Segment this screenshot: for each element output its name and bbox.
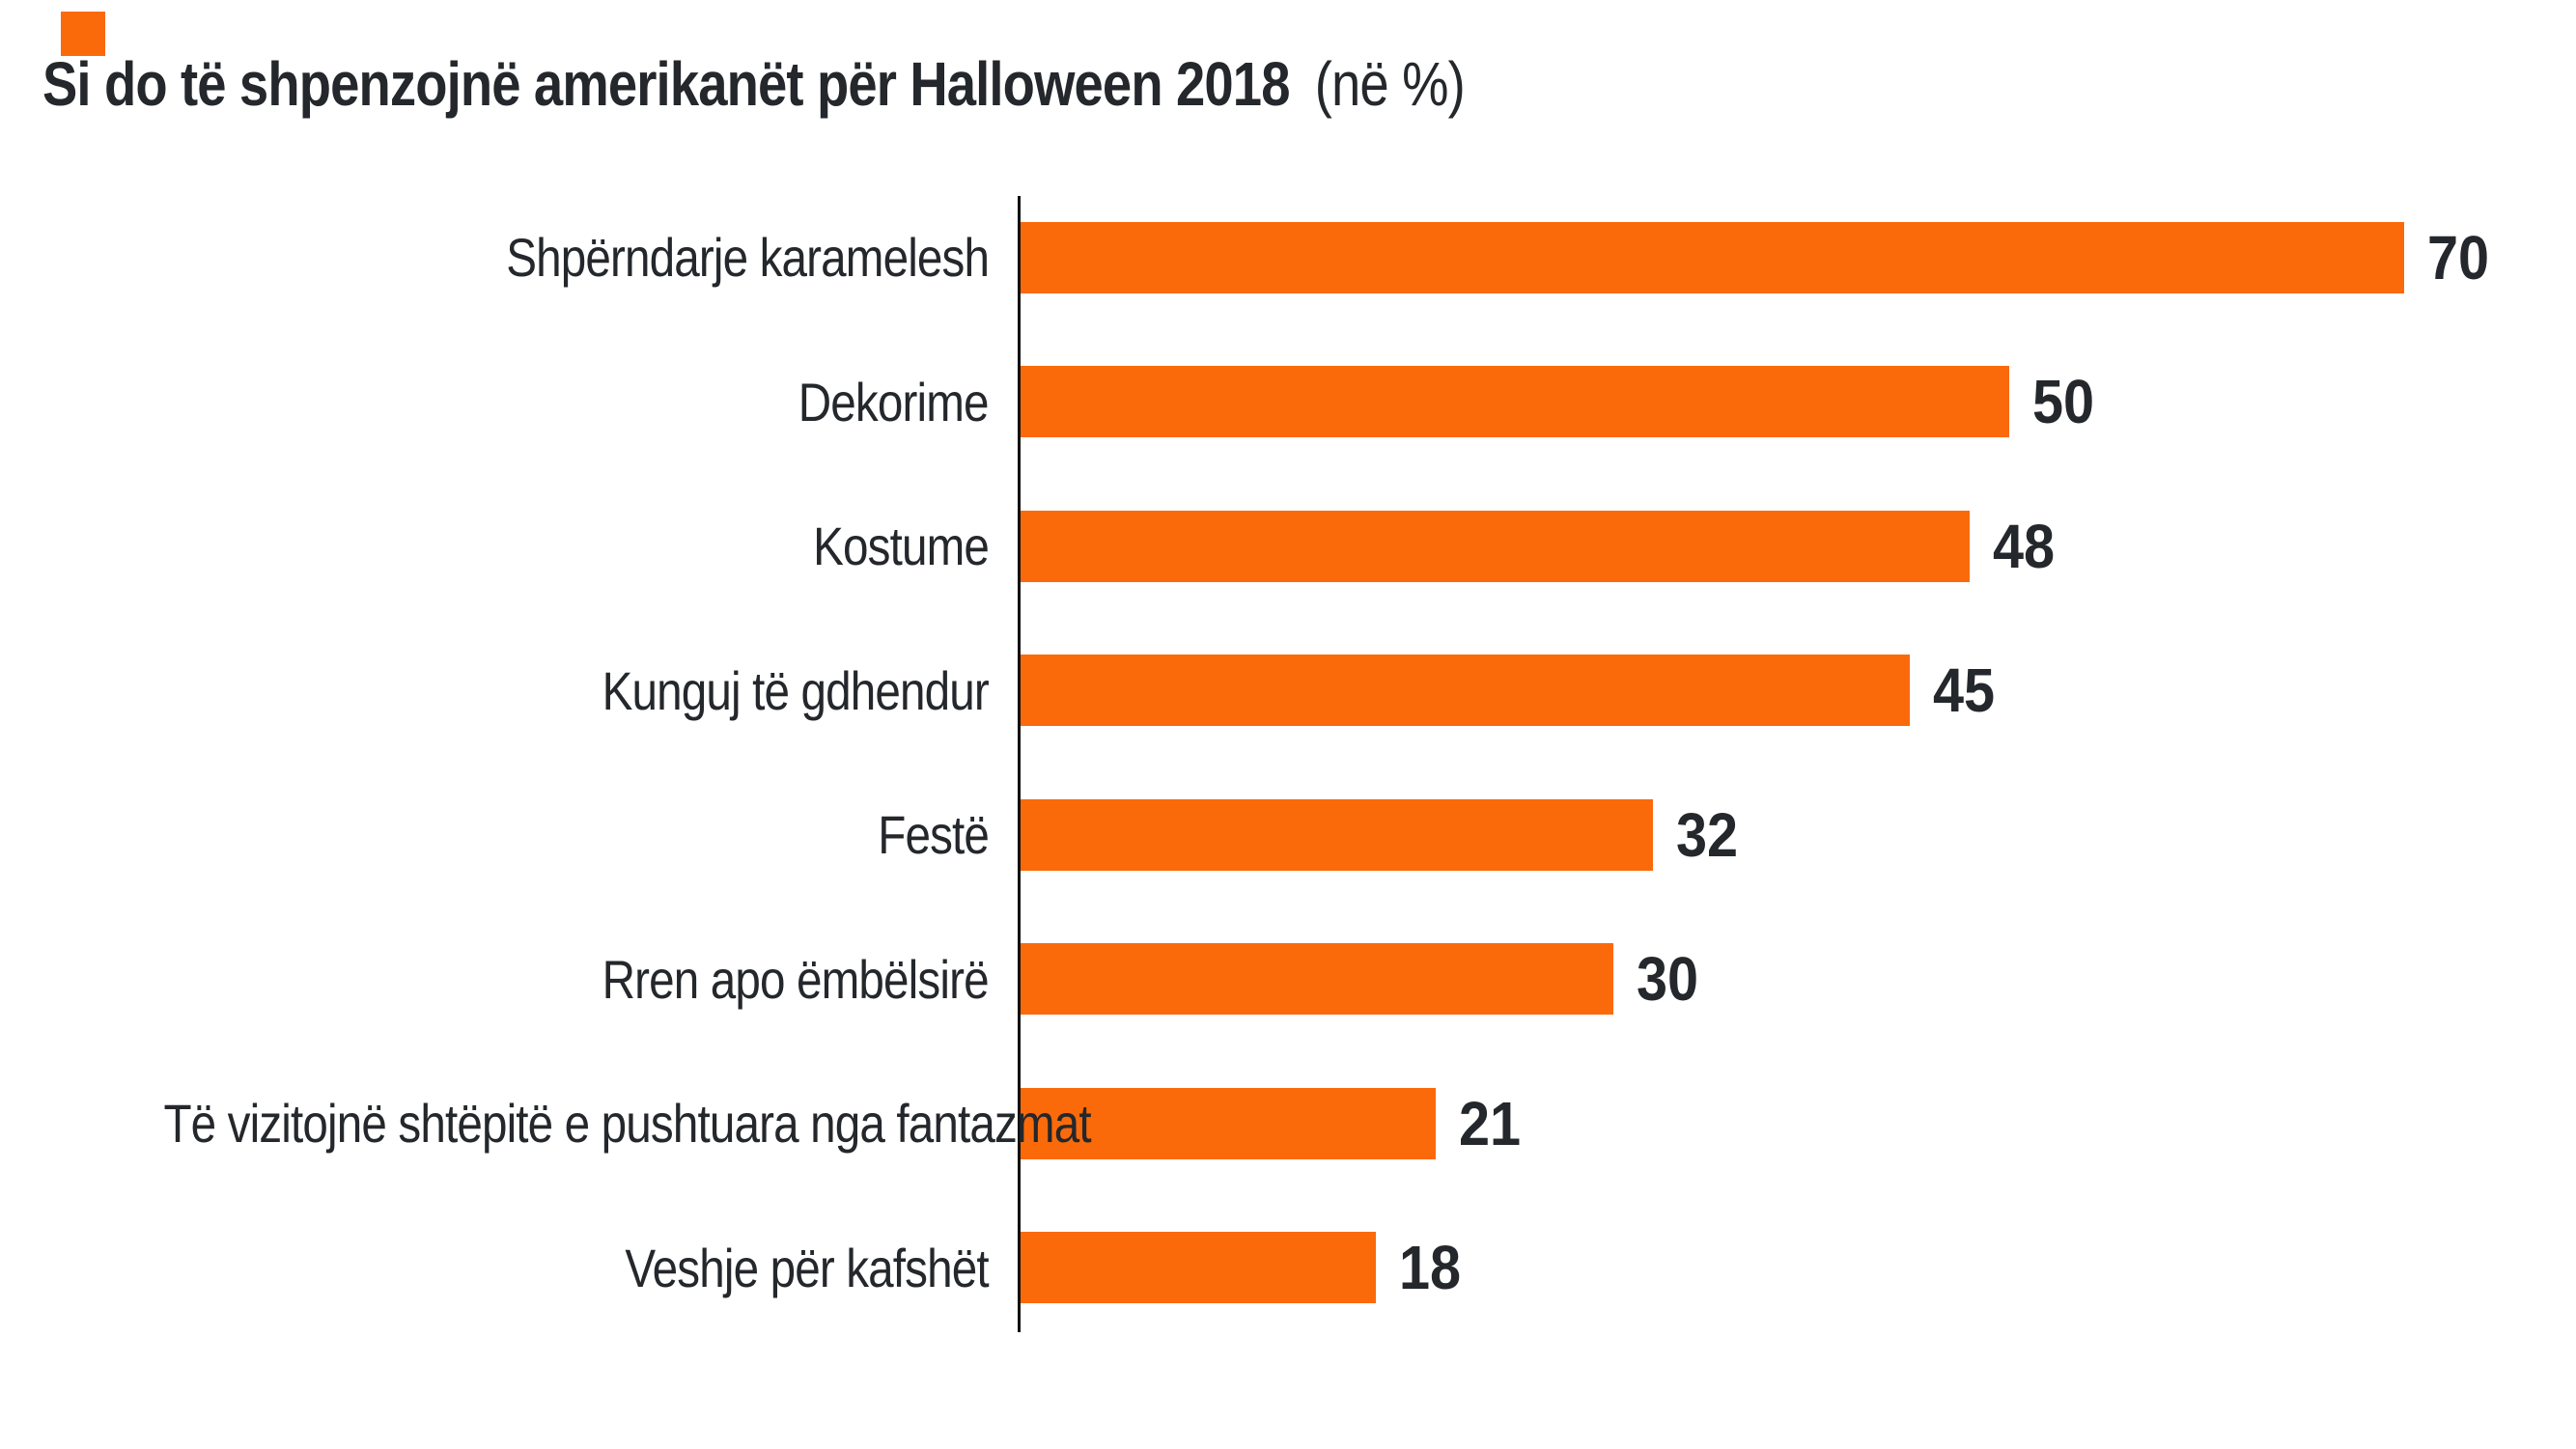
bar [1021, 510, 1970, 582]
bar-row: Dekorime 50 [0, 330, 2576, 475]
bar-row: Rren apo ëmbëlsirë 30 [0, 907, 2576, 1052]
category-label: Festë [878, 804, 990, 866]
bar [1021, 655, 1910, 727]
bar-row: Të vizitojnë shtëpitë e pushtuara nga fa… [0, 1051, 2576, 1196]
category-label: Kunguj të gdhendur [602, 659, 990, 721]
category-label: Kostume [813, 516, 990, 577]
value-label: 21 [1459, 1088, 1522, 1158]
bar-row: Festë 32 [0, 763, 2576, 907]
value-label: 50 [2032, 367, 2095, 437]
bar-chart: Shpërndarje karamelesh 70 Dekorime 50 Ko… [0, 185, 2576, 1340]
bar [1021, 366, 2009, 438]
bar-row: Kostume 48 [0, 474, 2576, 619]
bar [1021, 798, 1653, 871]
bar [1021, 943, 1613, 1016]
value-label: 48 [1993, 511, 2056, 581]
value-label: 45 [1933, 655, 1996, 726]
category-label: Rren apo ëmbëlsirë [602, 948, 990, 1010]
page-title: Si do të shpenzojnë amerikanët për Hallo… [42, 49, 1466, 119]
bar-row: Kunguj të gdhendur 45 [0, 619, 2576, 764]
bar [1021, 221, 2404, 293]
category-label: Shpërndarje karamelesh [506, 227, 990, 289]
value-label: 70 [2427, 222, 2490, 293]
category-label: Veshje për kafshët [625, 1237, 990, 1298]
value-label: 30 [1637, 944, 1699, 1015]
brand-mark [61, 12, 105, 56]
category-label: Dekorime [798, 371, 990, 432]
chart-title: Si do të shpenzojnë amerikanët për Hallo… [42, 49, 1290, 119]
value-label: 18 [1399, 1233, 1462, 1303]
bar [1021, 1232, 1376, 1304]
category-label: Të vizitojnë shtëpitë e pushtuara nga fa… [163, 1093, 1091, 1155]
bar-row: Shpërndarje karamelesh 70 [0, 185, 2576, 330]
y-axis-line [1018, 196, 1021, 1332]
bar-rows: Shpërndarje karamelesh 70 Dekorime 50 Ko… [0, 185, 2576, 1340]
bar [1021, 1087, 1436, 1159]
bar-row: Veshje për kafshët 18 [0, 1196, 2576, 1341]
chart-title-unit-note: (në %) [1314, 49, 1466, 119]
value-label: 32 [1676, 799, 1739, 870]
